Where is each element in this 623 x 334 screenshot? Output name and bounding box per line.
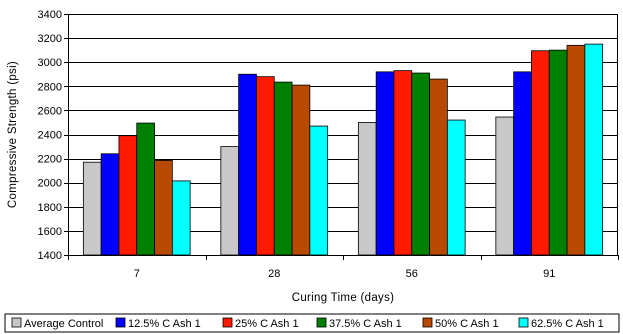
bar-62-5-c-ash-1-91 bbox=[584, 43, 604, 256]
bar-25-c-ash-1-7 bbox=[118, 135, 138, 256]
bar-50-c-ash-1-91 bbox=[566, 44, 586, 256]
legend-swatch bbox=[222, 317, 233, 328]
bar-50-c-ash-1-56 bbox=[429, 78, 448, 256]
axes bbox=[64, 14, 619, 260]
y-tick-label: 1600 bbox=[38, 226, 62, 238]
bar-average-control-91 bbox=[495, 116, 515, 256]
bar-37-5-c-ash-1-56 bbox=[411, 72, 430, 256]
x-tick-labels: 7 28 56 91 bbox=[134, 268, 556, 280]
y-tick-label: 3200 bbox=[38, 33, 62, 45]
legend-swatch bbox=[316, 317, 327, 328]
bar-12-5-c-ash-1-91 bbox=[513, 71, 532, 256]
legend-label: 50% C Ash 1 bbox=[435, 318, 499, 330]
x-tick-label: 28 bbox=[268, 268, 280, 280]
y-tick-label: 3400 bbox=[38, 9, 62, 21]
y-tick-label: 1800 bbox=[38, 202, 62, 214]
y-tick-labels: 1400 1600 1800 2000 2200 2400 2600 2800 3000 3200… bbox=[38, 9, 62, 262]
x-axis-title: Curing Time (days) bbox=[292, 292, 395, 304]
x-tick-label: 56 bbox=[406, 268, 418, 280]
y-tick-label: 3000 bbox=[38, 57, 62, 69]
legend-swatch bbox=[115, 317, 126, 328]
y-tick-label: 2800 bbox=[38, 81, 62, 93]
bar-37-5-c-ash-1-7 bbox=[136, 122, 155, 256]
legend-swatch bbox=[422, 317, 433, 328]
bar-25-c-ash-1-28 bbox=[256, 76, 275, 256]
legend-swatch bbox=[518, 317, 529, 328]
bar-25-c-ash-1-91 bbox=[531, 50, 550, 256]
y-tick-label: 2000 bbox=[38, 178, 62, 190]
y-tick-label: 2400 bbox=[38, 130, 62, 142]
y-tick-label: 1400 bbox=[38, 250, 62, 262]
legend-label: Average Control bbox=[24, 318, 103, 330]
legend-label: 12.5% C Ash 1 bbox=[128, 318, 201, 330]
bar-37-5-c-ash-1-28 bbox=[273, 81, 293, 256]
legend: Average Control 12.5% C Ash 1 25% C Ash 1 3… bbox=[4, 313, 620, 333]
bar-average-control-7 bbox=[82, 161, 102, 256]
bar-62-5-c-ash-1-7 bbox=[171, 180, 191, 256]
bar-12-5-c-ash-1-28 bbox=[238, 73, 257, 256]
bar-50-c-ash-1-7 bbox=[154, 160, 173, 256]
legend-box bbox=[4, 313, 620, 333]
bar-62-5-c-ash-1-56 bbox=[446, 119, 466, 256]
bar-12-5-c-ash-1-7 bbox=[100, 153, 120, 256]
bar-25-c-ash-1-56 bbox=[393, 70, 413, 256]
x-tick-label: 91 bbox=[543, 268, 555, 280]
bar-62-5-c-ash-1-28 bbox=[309, 125, 329, 256]
bar-average-control-28 bbox=[220, 146, 240, 256]
bar-average-control-56 bbox=[357, 122, 377, 256]
x-tick-label: 7 bbox=[134, 268, 140, 280]
y-tick-label: 2600 bbox=[38, 105, 62, 117]
bar-37-5-c-ash-1-91 bbox=[548, 49, 568, 256]
legend-label: 37.5% C Ash 1 bbox=[329, 318, 402, 330]
bar-12-5-c-ash-1-56 bbox=[375, 71, 395, 256]
legend-label: 25% C Ash 1 bbox=[235, 318, 299, 330]
y-tick-label: 2200 bbox=[38, 154, 62, 166]
bar-50-c-ash-1-28 bbox=[291, 84, 311, 256]
legend-label: 62.5% C Ash 1 bbox=[531, 318, 604, 330]
legend-swatch bbox=[11, 317, 22, 328]
y-axis-title: Compressive Strength (psi) bbox=[7, 61, 19, 208]
